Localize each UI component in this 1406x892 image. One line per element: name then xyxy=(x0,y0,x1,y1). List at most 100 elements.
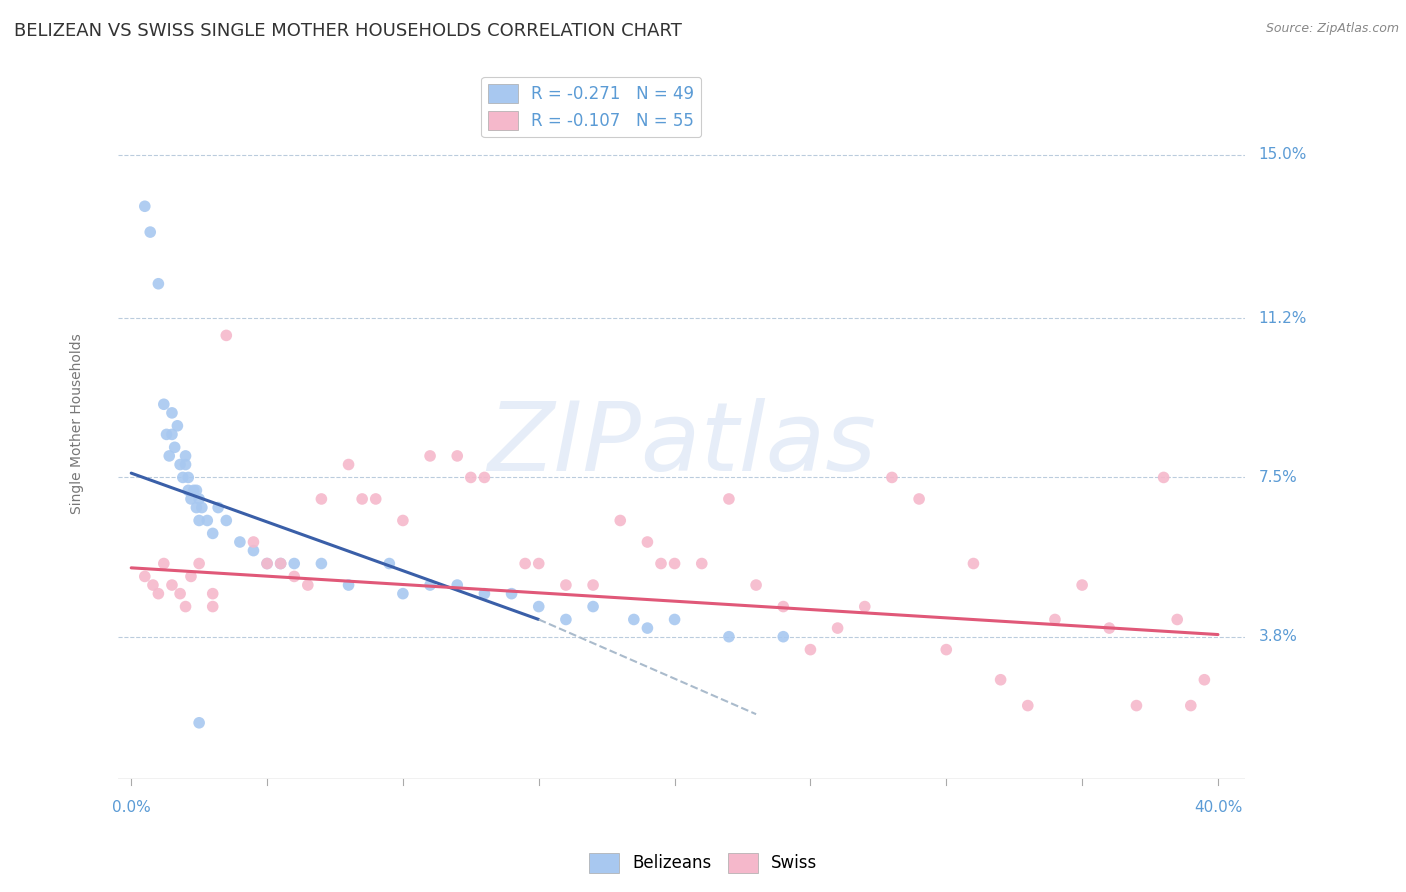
Point xyxy=(827,621,849,635)
Point xyxy=(177,470,200,484)
Text: 0.0%: 0.0% xyxy=(112,800,150,815)
Point xyxy=(153,557,176,571)
Point xyxy=(880,470,903,484)
Point xyxy=(1166,612,1188,626)
Point xyxy=(191,500,214,515)
Point xyxy=(188,557,211,571)
Point xyxy=(1043,612,1066,626)
Point xyxy=(169,458,191,472)
Point xyxy=(935,642,957,657)
Point xyxy=(772,599,794,614)
Point xyxy=(201,526,224,541)
Text: 40.0%: 40.0% xyxy=(1194,800,1241,815)
Point xyxy=(446,449,468,463)
Point xyxy=(1180,698,1202,713)
Point xyxy=(229,535,252,549)
Point xyxy=(582,578,605,592)
Point xyxy=(311,557,333,571)
Point xyxy=(283,569,305,583)
Point xyxy=(134,569,156,583)
Point xyxy=(717,630,740,644)
Point xyxy=(148,587,170,601)
Point xyxy=(174,599,197,614)
Point xyxy=(1017,698,1039,713)
Point xyxy=(337,458,360,472)
Point xyxy=(582,599,605,614)
Text: BELIZEAN VS SWISS SINGLE MOTHER HOUSEHOLDS CORRELATION CHART: BELIZEAN VS SWISS SINGLE MOTHER HOUSEHOL… xyxy=(14,22,682,40)
Point xyxy=(134,199,156,213)
Point xyxy=(256,557,278,571)
Point xyxy=(908,491,931,506)
Point xyxy=(297,578,319,592)
Point xyxy=(446,578,468,592)
Point xyxy=(527,599,550,614)
Point xyxy=(1098,621,1121,635)
Point xyxy=(155,427,177,442)
Point xyxy=(148,277,170,291)
Text: ZIPatlas: ZIPatlas xyxy=(486,399,876,491)
Point xyxy=(201,599,224,614)
Legend: R = -0.271   N = 49, R = -0.107   N = 55: R = -0.271 N = 49, R = -0.107 N = 55 xyxy=(481,77,702,137)
Point xyxy=(378,557,401,571)
Point xyxy=(166,418,188,433)
Point xyxy=(163,440,186,454)
Point xyxy=(186,483,208,498)
Point xyxy=(636,621,658,635)
Point xyxy=(554,578,576,592)
Point xyxy=(554,612,576,626)
Point xyxy=(311,491,333,506)
Text: Single Mother Households: Single Mother Households xyxy=(70,334,84,514)
Point xyxy=(690,557,713,571)
Point xyxy=(527,557,550,571)
Point xyxy=(772,630,794,644)
Point xyxy=(337,578,360,592)
Point xyxy=(1125,698,1147,713)
Point xyxy=(215,328,238,343)
Text: 11.2%: 11.2% xyxy=(1258,310,1308,326)
Point xyxy=(160,427,183,442)
Point xyxy=(174,458,197,472)
Point xyxy=(392,514,415,528)
Point xyxy=(188,715,211,730)
Point xyxy=(664,612,686,626)
Point xyxy=(352,491,374,506)
Point xyxy=(474,587,496,601)
Point xyxy=(177,483,200,498)
Point xyxy=(609,514,631,528)
Point xyxy=(962,557,984,571)
Text: Source: ZipAtlas.com: Source: ZipAtlas.com xyxy=(1265,22,1399,36)
Text: 15.0%: 15.0% xyxy=(1258,147,1308,162)
Point xyxy=(201,587,224,601)
Point xyxy=(636,535,658,549)
Point xyxy=(242,535,264,549)
Point xyxy=(270,557,292,571)
Point xyxy=(460,470,482,484)
Point xyxy=(501,587,523,601)
Point xyxy=(256,557,278,571)
Point xyxy=(180,491,202,506)
Point xyxy=(186,500,208,515)
Point xyxy=(364,491,387,506)
Point xyxy=(153,397,176,411)
Point xyxy=(160,406,183,420)
Point xyxy=(270,557,292,571)
Point xyxy=(799,642,821,657)
Point xyxy=(207,500,229,515)
Point xyxy=(853,599,876,614)
Point xyxy=(215,514,238,528)
Point xyxy=(419,449,441,463)
Point xyxy=(419,578,441,592)
Point xyxy=(1153,470,1175,484)
Point xyxy=(745,578,768,592)
Point xyxy=(664,557,686,571)
Point xyxy=(392,587,415,601)
Point xyxy=(474,470,496,484)
Point xyxy=(990,673,1012,687)
Text: 7.5%: 7.5% xyxy=(1258,470,1298,485)
Legend: Belizeans, Swiss: Belizeans, Swiss xyxy=(582,847,824,880)
Point xyxy=(157,449,180,463)
Point xyxy=(160,578,183,592)
Point xyxy=(139,225,162,239)
Point xyxy=(188,491,211,506)
Point xyxy=(180,569,202,583)
